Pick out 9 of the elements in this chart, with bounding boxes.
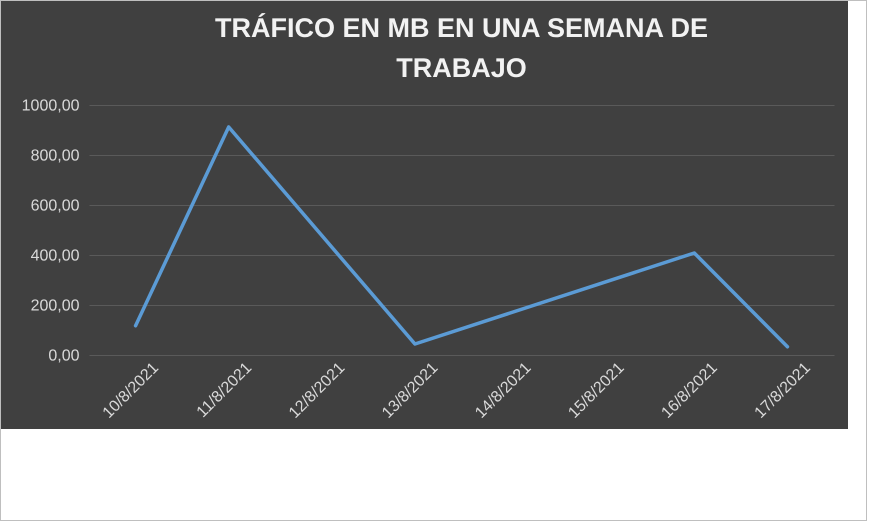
text: TRABAJO: [396, 53, 527, 83]
y-tick-label: 800,00: [30, 148, 80, 164]
y-tick-label: 400,00: [30, 248, 80, 264]
y-tick-label: 200,00: [30, 298, 80, 314]
y-tick-label: 1000,00: [22, 98, 80, 114]
text: TRÁFICO EN MB EN UNA SEMANA DE: [214, 13, 708, 43]
y-tick-label: 600,00: [30, 198, 80, 214]
line-series: [134, 125, 790, 348]
y-tick-label: 0,00: [48, 348, 80, 364]
